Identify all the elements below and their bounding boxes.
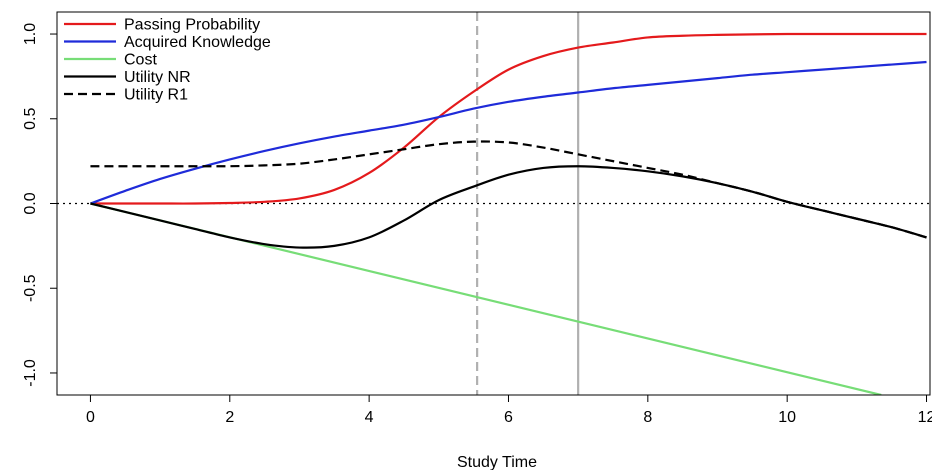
x-tick-label: 8 bbox=[643, 409, 652, 426]
x-tick-label: 10 bbox=[778, 409, 796, 426]
y-axis: -1.0 -0.5 0.0 0.5 1.0 bbox=[22, 23, 58, 387]
legend-label: Passing Probability bbox=[124, 17, 260, 34]
y-tick-label: -1.0 bbox=[22, 359, 39, 387]
series-line-utility-nr bbox=[90, 165, 927, 249]
x-tick-label: 0 bbox=[86, 409, 95, 426]
series-line-utility-r1 bbox=[90, 140, 927, 239]
y-tick-label: 0.5 bbox=[22, 108, 39, 130]
x-axis-title: Study Time bbox=[457, 454, 537, 470]
legend-item: Acquired Knowledge bbox=[64, 34, 271, 51]
x-tick-label: 12 bbox=[918, 409, 932, 426]
x-axis: 0 2 4 6 8 10 12 bbox=[86, 394, 932, 426]
legend-item: Cost bbox=[64, 52, 157, 69]
legend-label: Utility NR bbox=[124, 69, 191, 86]
x-tick-label: 2 bbox=[225, 409, 234, 426]
legend-label: Utility R1 bbox=[124, 87, 188, 104]
x-tick-label: 6 bbox=[504, 409, 513, 426]
x-tick-label: 4 bbox=[365, 409, 374, 426]
legend-item: Utility R1 bbox=[64, 87, 188, 104]
legend-label: Acquired Knowledge bbox=[124, 34, 271, 51]
legend-item: Passing Probability bbox=[64, 17, 260, 34]
legend-label: Cost bbox=[124, 52, 157, 69]
legend-item: Utility NR bbox=[64, 69, 191, 86]
y-tick-label: 1.0 bbox=[22, 23, 39, 45]
series-line-acquired-knowledge bbox=[90, 60, 927, 205]
y-tick-label: 0.0 bbox=[22, 192, 39, 214]
series-line-passing-probability bbox=[90, 32, 927, 205]
y-tick-label: -0.5 bbox=[22, 274, 39, 302]
